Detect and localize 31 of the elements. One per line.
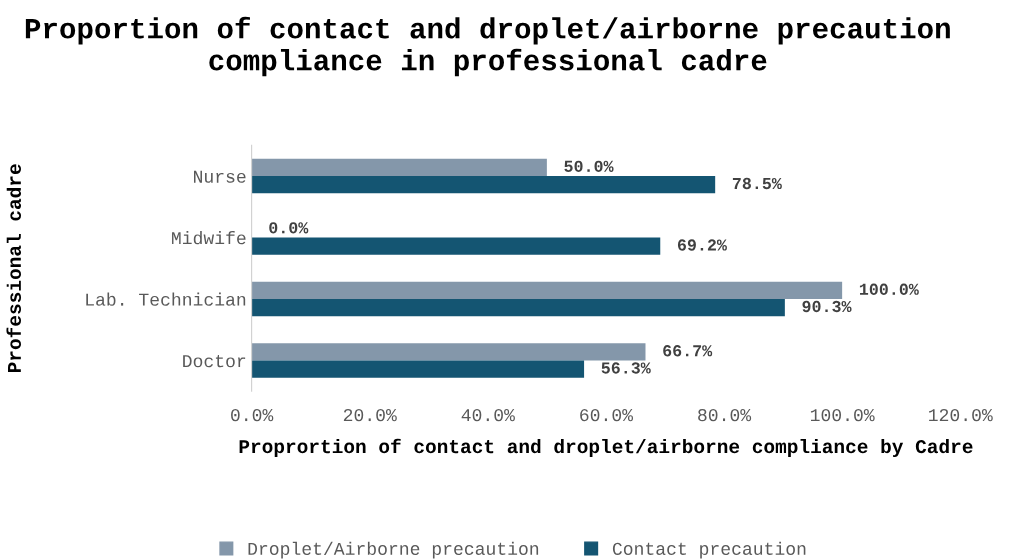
data-label: 78.5% [732, 177, 782, 190]
data-label: 66.7% [663, 345, 713, 357]
bar [251, 281, 843, 300]
y-tick-label: Nurse [194, 170, 246, 183]
bar [251, 158, 547, 177]
y-tick-label: Doctor [183, 355, 246, 368]
y-axis-title: Professional cadre [6, 164, 22, 373]
bar [251, 360, 585, 378]
x-tick-label: 100.0% [810, 408, 875, 422]
data-label: 69.2% [677, 239, 727, 251]
x-tick-label: 120.0% [929, 408, 993, 422]
x-tick-label: 40.0% [461, 408, 515, 422]
data-label: 90.3% [802, 300, 852, 313]
data-label: 100.0% [859, 283, 919, 295]
x-tick-label: 20.0% [343, 408, 397, 422]
data-label: 50.0% [564, 160, 614, 172]
data-label: 56.3% [601, 362, 651, 374]
data-label: 0.0% [269, 222, 309, 234]
y-tick-label: Lab. Technician [86, 292, 246, 306]
x-axis-title: Proprortion of contact and droplet/airborne compliance by Cadre [239, 438, 973, 458]
chart-title: Proportion of contact and droplet/airborne precaution compliance in professional cadre [25, 16, 950, 77]
bar [251, 343, 646, 361]
x-tick-label: 60.0% [580, 408, 634, 422]
legend-label: Contact precaution [612, 541, 806, 559]
x-tick-label: 0.0% [231, 408, 274, 422]
bar [251, 237, 661, 255]
legend-label: Droplet/Airborne precaution [248, 541, 539, 559]
bar [251, 299, 785, 317]
y-tick-label: Midwife [172, 231, 246, 245]
bar [251, 176, 716, 194]
x-tick-label: 80.0% [698, 408, 752, 422]
